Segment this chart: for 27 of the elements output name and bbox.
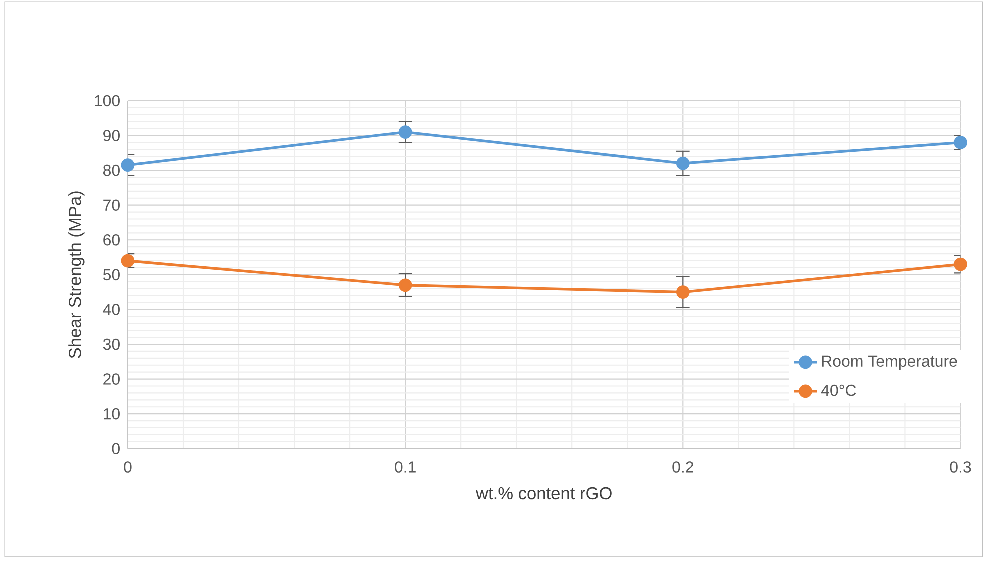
y-axis-title: Shear Strength (MPa) xyxy=(68,192,85,358)
y-tick-label: 60 xyxy=(104,234,120,246)
point xyxy=(676,286,690,300)
y-tick-label: 0 xyxy=(112,443,120,455)
point xyxy=(398,278,412,292)
y-tick-label: 30 xyxy=(103,338,120,350)
point xyxy=(121,254,135,268)
point xyxy=(954,258,968,272)
y-tick-label: 70 xyxy=(104,200,120,212)
x-tick-label: 0.2 xyxy=(672,462,694,473)
y-tick-label: 100 xyxy=(95,95,120,107)
y-tick-label: 80 xyxy=(104,164,120,176)
legend-label: 40°C xyxy=(821,384,856,396)
point xyxy=(954,136,968,150)
y-tick-label: 20 xyxy=(104,374,120,386)
x-axis-title: wt.% content rGO xyxy=(476,487,612,500)
point xyxy=(398,126,412,140)
y-tick-label: 10 xyxy=(104,408,120,420)
y-tick-label: 50 xyxy=(103,269,120,281)
y-tick-label: 90 xyxy=(104,130,120,142)
point xyxy=(121,158,135,172)
point xyxy=(676,157,690,170)
x-tick-label: 0.1 xyxy=(395,462,416,473)
x-tick-label: 0.3 xyxy=(950,462,972,473)
legend-label: Room Temperature xyxy=(822,356,958,370)
y-tick-label: 40 xyxy=(103,304,120,316)
x-tick-label: 0 xyxy=(124,462,132,473)
